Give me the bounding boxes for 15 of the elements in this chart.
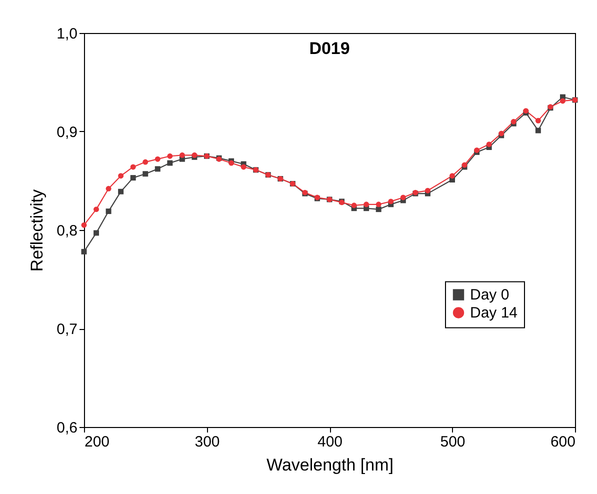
y-tick-label: 0,6 (56, 420, 78, 436)
y-tick-label: 0,8 (56, 222, 78, 240)
x-tick-label: 600 (550, 434, 576, 450)
x-tick-label: 300 (194, 434, 220, 450)
chart-title: D019 (309, 39, 350, 58)
x-tick-label: 200 (84, 434, 110, 450)
x-axis-title: Wavelength [nm] (266, 456, 394, 474)
y-tick-label: 1,0 (56, 26, 78, 42)
y-tick-label: 0,7 (56, 321, 78, 338)
legend-label: Day 0 (470, 286, 510, 304)
y-tick-label: 0,9 (56, 124, 78, 141)
y-axis-title: Reflectivity (28, 188, 47, 272)
x-tick-label: 500 (440, 434, 466, 450)
x-tick-label: 400 (317, 434, 343, 450)
legend-label: Day 14 (470, 304, 518, 322)
